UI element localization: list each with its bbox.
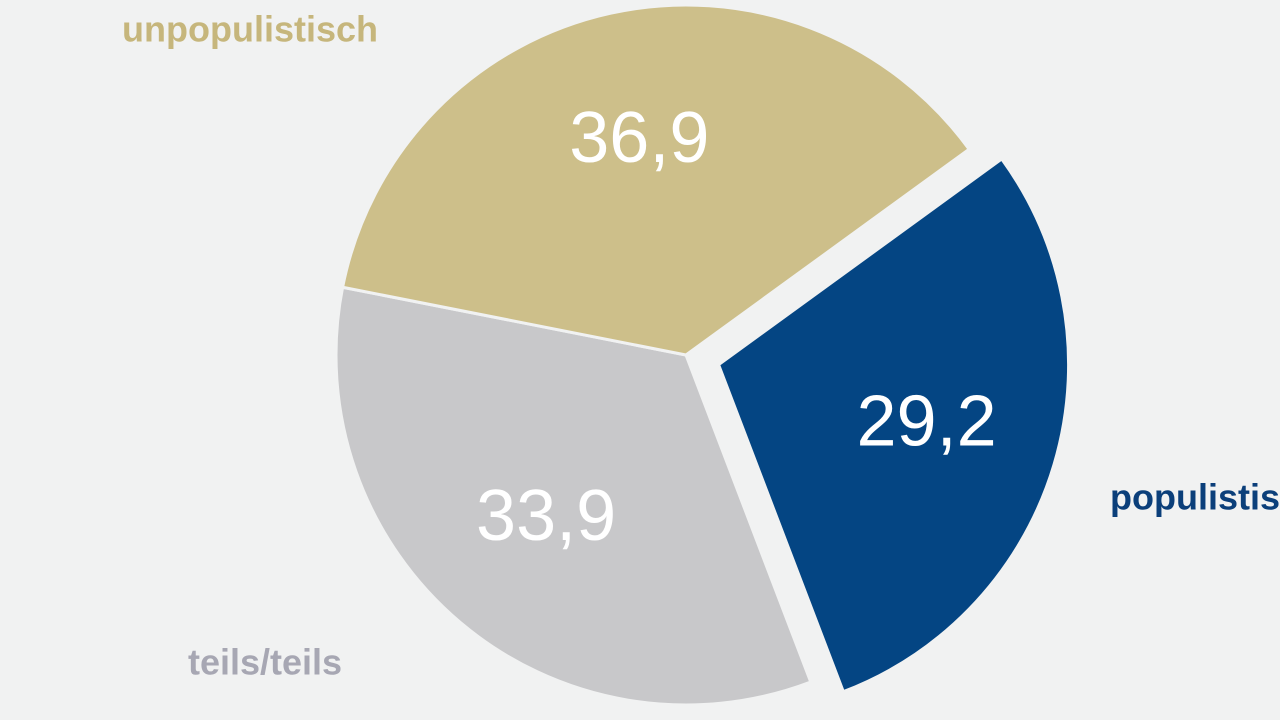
slice-category-label: populistisch <box>1110 477 1280 518</box>
pie-slice-unpopulistisch <box>340 3 972 357</box>
slice-category-label: unpopulistisch <box>122 9 378 50</box>
slice-value-label: 33,9 <box>476 476 616 556</box>
slice-value-label: 36,9 <box>569 98 709 178</box>
slice-category-label: teils/teils <box>188 642 342 683</box>
pie-slice-teils-teils <box>334 285 813 707</box>
slice-value-label: 29,2 <box>857 382 997 462</box>
pie-slice-populistisch <box>716 156 1071 694</box>
